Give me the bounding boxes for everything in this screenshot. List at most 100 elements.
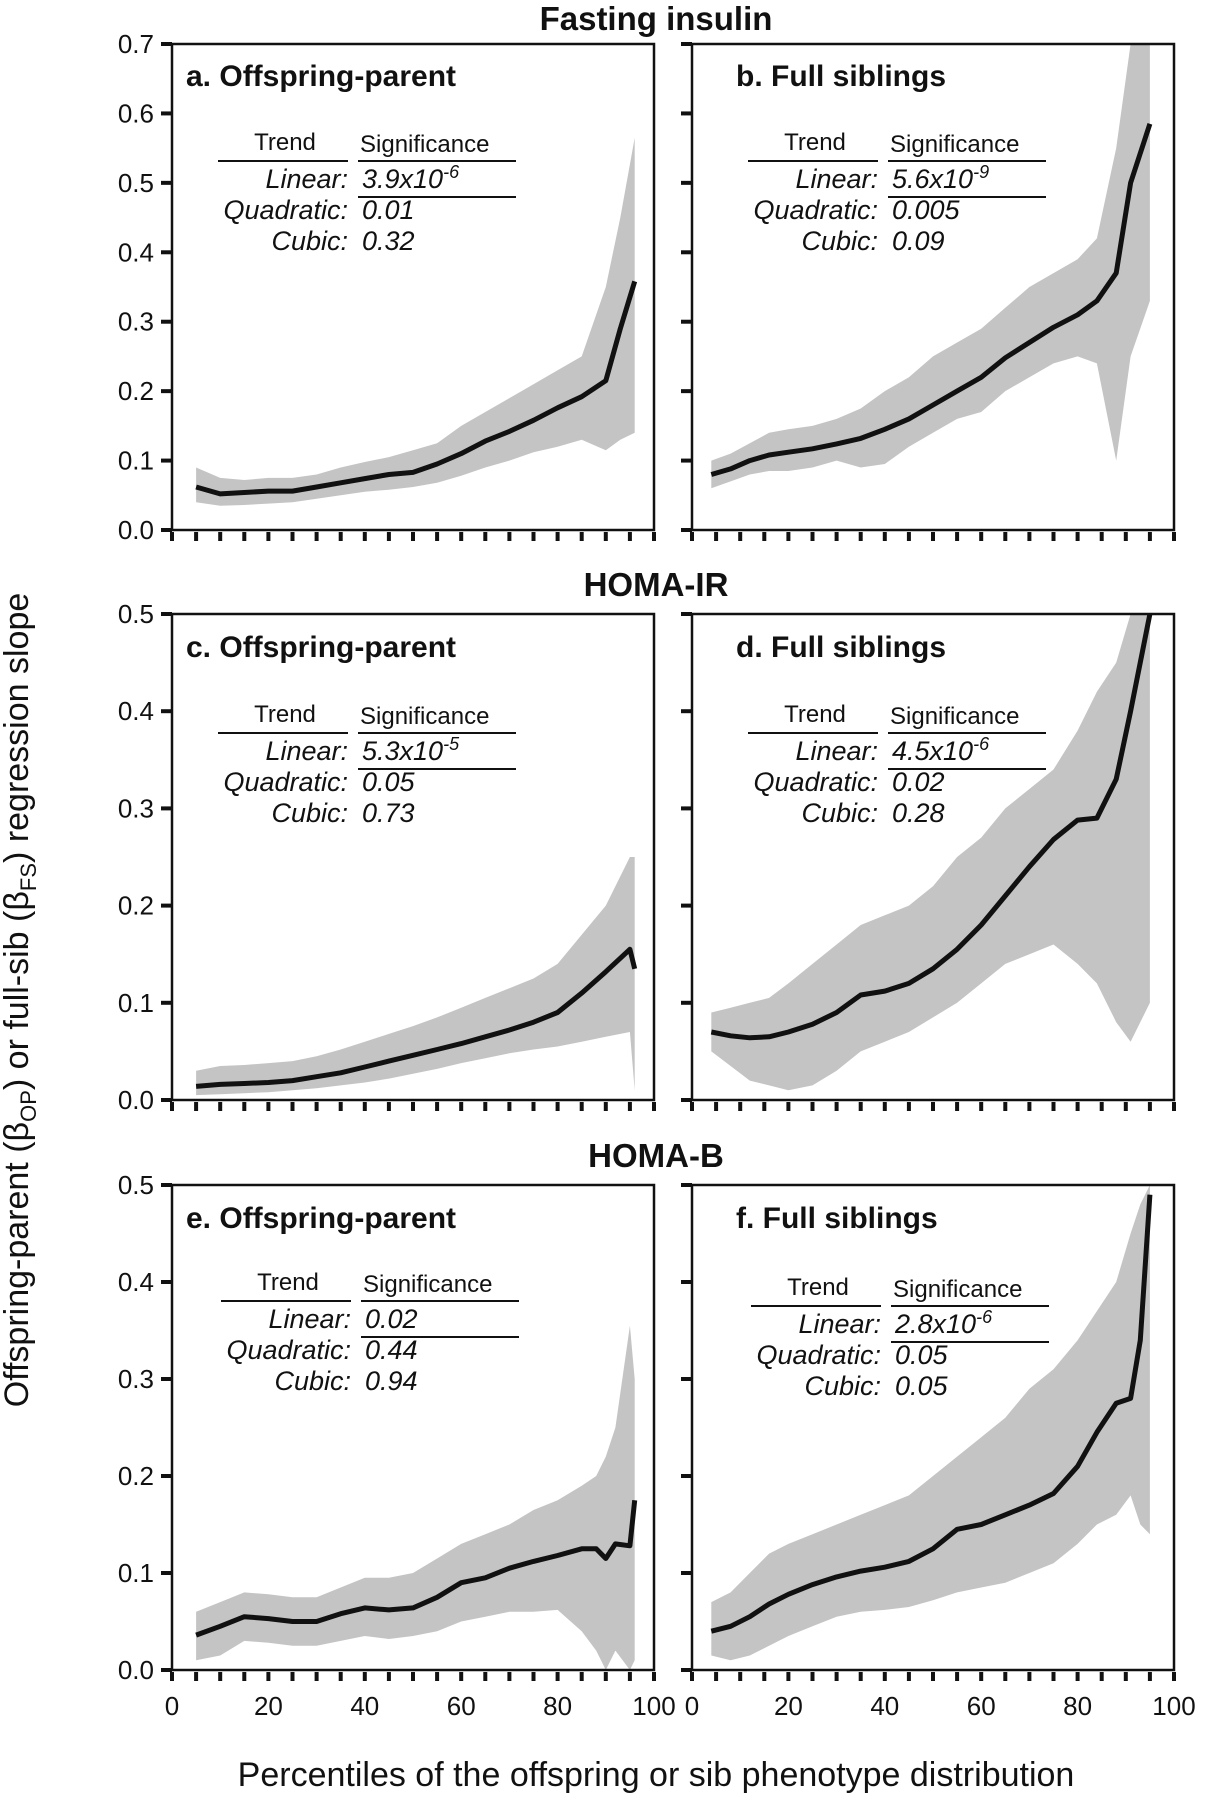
y-axis-title-sub-fs: FS bbox=[16, 863, 41, 891]
y-tick-label-c-5: 0.5 bbox=[118, 599, 154, 629]
plot-frame-f bbox=[690, 1183, 1176, 1672]
confidence-band-a bbox=[196, 137, 635, 506]
x-tick-label-f-3: 60 bbox=[967, 1691, 996, 1721]
plot-frame-a bbox=[170, 42, 656, 532]
trend-name-a-2: Cubic: bbox=[271, 226, 348, 256]
x-axis-title: Percentiles of the offspring or sib phen… bbox=[238, 1756, 1075, 1794]
trend-sig-b-1: 0.005 bbox=[892, 195, 961, 225]
trend-sig-e-1: 0.44 bbox=[365, 1335, 418, 1365]
trend-table-e: Trend Significance Linear: 0.02 Quadratic: 0.… bbox=[221, 1269, 519, 1396]
plot-frame-d bbox=[690, 612, 1176, 1102]
y-tick-label-e-2: 0.2 bbox=[118, 1461, 154, 1491]
y-tick-label-a-0: 0.0 bbox=[118, 515, 154, 545]
section-titles: Fasting insulin HOMA-IR HOMA-B bbox=[540, 0, 773, 1174]
panel-d: d. Full siblings Trend Significance Linear:… bbox=[681, 612, 1176, 1111]
plot-frame-b bbox=[690, 42, 1176, 532]
y-tick-label-a-1: 0.1 bbox=[118, 446, 154, 476]
significance-header-d: Significance bbox=[890, 703, 1019, 730]
slope-line-a bbox=[195, 280, 638, 497]
slope-line-e bbox=[195, 1500, 638, 1638]
y-tick-label-c-3: 0.3 bbox=[118, 793, 154, 823]
trend-sig-d-0: 4.5x10-6 bbox=[892, 734, 990, 766]
trend-table-a: Trend Significance Linear: 3.9x10-6 Quadrati… bbox=[218, 129, 516, 256]
trend-sig-a-1: 0.01 bbox=[362, 195, 415, 225]
y-tick-label-c-0: 0.0 bbox=[118, 1085, 154, 1115]
confidence-band-f bbox=[711, 1185, 1150, 1661]
trend-name-b-0: Linear: bbox=[795, 164, 878, 194]
y-tick-label-e-4: 0.4 bbox=[118, 1267, 154, 1297]
trend-sig-a-2: 0.32 bbox=[362, 226, 415, 256]
panel-title-c: c. Offspring-parent bbox=[186, 631, 456, 664]
trend-table-c: Trend Significance Linear: 5.3x10-5 Quadrati… bbox=[218, 701, 516, 828]
trend-sig-f-0: 2.8x10-6 bbox=[894, 1307, 993, 1339]
panels: 0.0 0.1 0.2 0.3 0.4 0.5 0.6 0.7 a. Offspring-par… bbox=[118, 29, 1196, 1721]
trend-sig-e-2: 0.94 bbox=[365, 1366, 418, 1396]
trend-name-f-0: Linear: bbox=[798, 1309, 881, 1339]
panel-title-f: f. Full siblings bbox=[736, 1202, 938, 1235]
y-axis-title: Offspring-parent (βOP) or full-sib (βFS)… bbox=[0, 593, 41, 1408]
trend-header-a: Trend bbox=[254, 129, 316, 156]
trend-name-e-0: Linear: bbox=[268, 1304, 351, 1334]
trend-header-e: Trend bbox=[257, 1269, 319, 1296]
panel-title-e: e. Offspring-parent bbox=[186, 1202, 456, 1235]
y-tick-label-e-0: 0.0 bbox=[118, 1655, 154, 1685]
panel-title-a: a. Offspring-parent bbox=[186, 60, 456, 93]
section-title-homa-b: HOMA-B bbox=[588, 1137, 724, 1174]
panel-c: 0.0 0.1 0.2 0.3 0.4 0.5 c. Offspring-parent Tre… bbox=[118, 599, 656, 1115]
trend-name-a-0: Linear: bbox=[265, 164, 348, 194]
x-tick-label-f-4: 80 bbox=[1063, 1691, 1092, 1721]
trend-sig-e-0: 0.02 bbox=[365, 1304, 418, 1334]
x-tick-label-e-3: 60 bbox=[447, 1691, 476, 1721]
y-tick-label-a-4: 0.4 bbox=[118, 237, 154, 267]
significance-header-b: Significance bbox=[890, 131, 1019, 158]
trend-name-e-2: Cubic: bbox=[274, 1366, 351, 1396]
trend-name-c-0: Linear: bbox=[265, 736, 348, 766]
x-tick-label-e-0: 0 bbox=[165, 1691, 179, 1721]
significance-header-a: Significance bbox=[360, 131, 489, 158]
trend-table-b: Trend Significance Linear: 5.6x10-9 Quadrati… bbox=[748, 129, 1046, 256]
trend-header-f: Trend bbox=[787, 1274, 849, 1301]
y-tick-label-c-4: 0.4 bbox=[118, 696, 154, 726]
x-tick-label-e-2: 40 bbox=[350, 1691, 379, 1721]
trend-name-f-1: Quadratic: bbox=[756, 1340, 881, 1370]
trend-table-d: Trend Significance Linear: 4.5x10-6 Quadrati… bbox=[748, 701, 1046, 828]
trend-name-b-2: Cubic: bbox=[801, 226, 878, 256]
trend-sig-f-1: 0.05 bbox=[895, 1340, 949, 1370]
trend-name-d-0: Linear: bbox=[795, 736, 878, 766]
trend-sig-d-2: 0.28 bbox=[892, 798, 945, 828]
trend-header-d: Trend bbox=[784, 701, 846, 728]
confidence-band-b bbox=[711, 44, 1150, 489]
trend-name-e-1: Quadratic: bbox=[226, 1335, 351, 1365]
y-tick-label-e-1: 0.1 bbox=[118, 1558, 154, 1588]
plot-frame-e bbox=[170, 1183, 656, 1672]
confidence-band-e bbox=[196, 1325, 635, 1670]
slope-line-b bbox=[710, 123, 1153, 477]
y-tick-label-e-5: 0.5 bbox=[118, 1170, 154, 1200]
confidence-band-d bbox=[711, 614, 1150, 1091]
confidence-band-c bbox=[196, 857, 635, 1096]
x-tick-label-f-2: 40 bbox=[870, 1691, 899, 1721]
section-title-fasting-insulin: Fasting insulin bbox=[540, 0, 773, 37]
panel-f: f. Full siblings Trend Significance Linear:… bbox=[681, 1183, 1196, 1721]
trend-name-c-2: Cubic: bbox=[271, 798, 348, 828]
panel-e: 0.0 0.1 0.2 0.3 0.4 0.5 e. Offspring-parent Tre… bbox=[118, 1170, 676, 1721]
slope-line-d bbox=[710, 613, 1153, 1041]
trend-sig-c-0: 5.3x10-5 bbox=[362, 734, 460, 766]
trend-name-d-1: Quadratic: bbox=[753, 767, 878, 797]
trend-sig-c-1: 0.05 bbox=[362, 767, 416, 797]
x-tick-label-e-1: 20 bbox=[254, 1691, 283, 1721]
y-axis-title-part3: ) regression slope bbox=[0, 593, 36, 863]
trend-header-b: Trend bbox=[784, 129, 846, 156]
panel-a: 0.0 0.1 0.2 0.3 0.4 0.5 0.6 0.7 a. Offspring-par… bbox=[118, 29, 656, 545]
slope-line-c bbox=[195, 946, 638, 1089]
slope-line-f bbox=[710, 1194, 1153, 1634]
y-axis-title-part1: Offspring-parent (β bbox=[0, 1122, 36, 1407]
y-tick-label-a-6: 0.6 bbox=[118, 98, 154, 128]
x-tick-label-f-0: 0 bbox=[685, 1691, 699, 1721]
y-tick-label-a-3: 0.3 bbox=[118, 307, 154, 337]
trend-table-f: Trend Significance Linear: 2.8x10-6 Quadrati… bbox=[751, 1274, 1049, 1401]
x-tick-label-f-5: 100 bbox=[1152, 1691, 1195, 1721]
significance-header-e: Significance bbox=[363, 1271, 492, 1298]
panel-title-b: b. Full siblings bbox=[736, 60, 946, 93]
